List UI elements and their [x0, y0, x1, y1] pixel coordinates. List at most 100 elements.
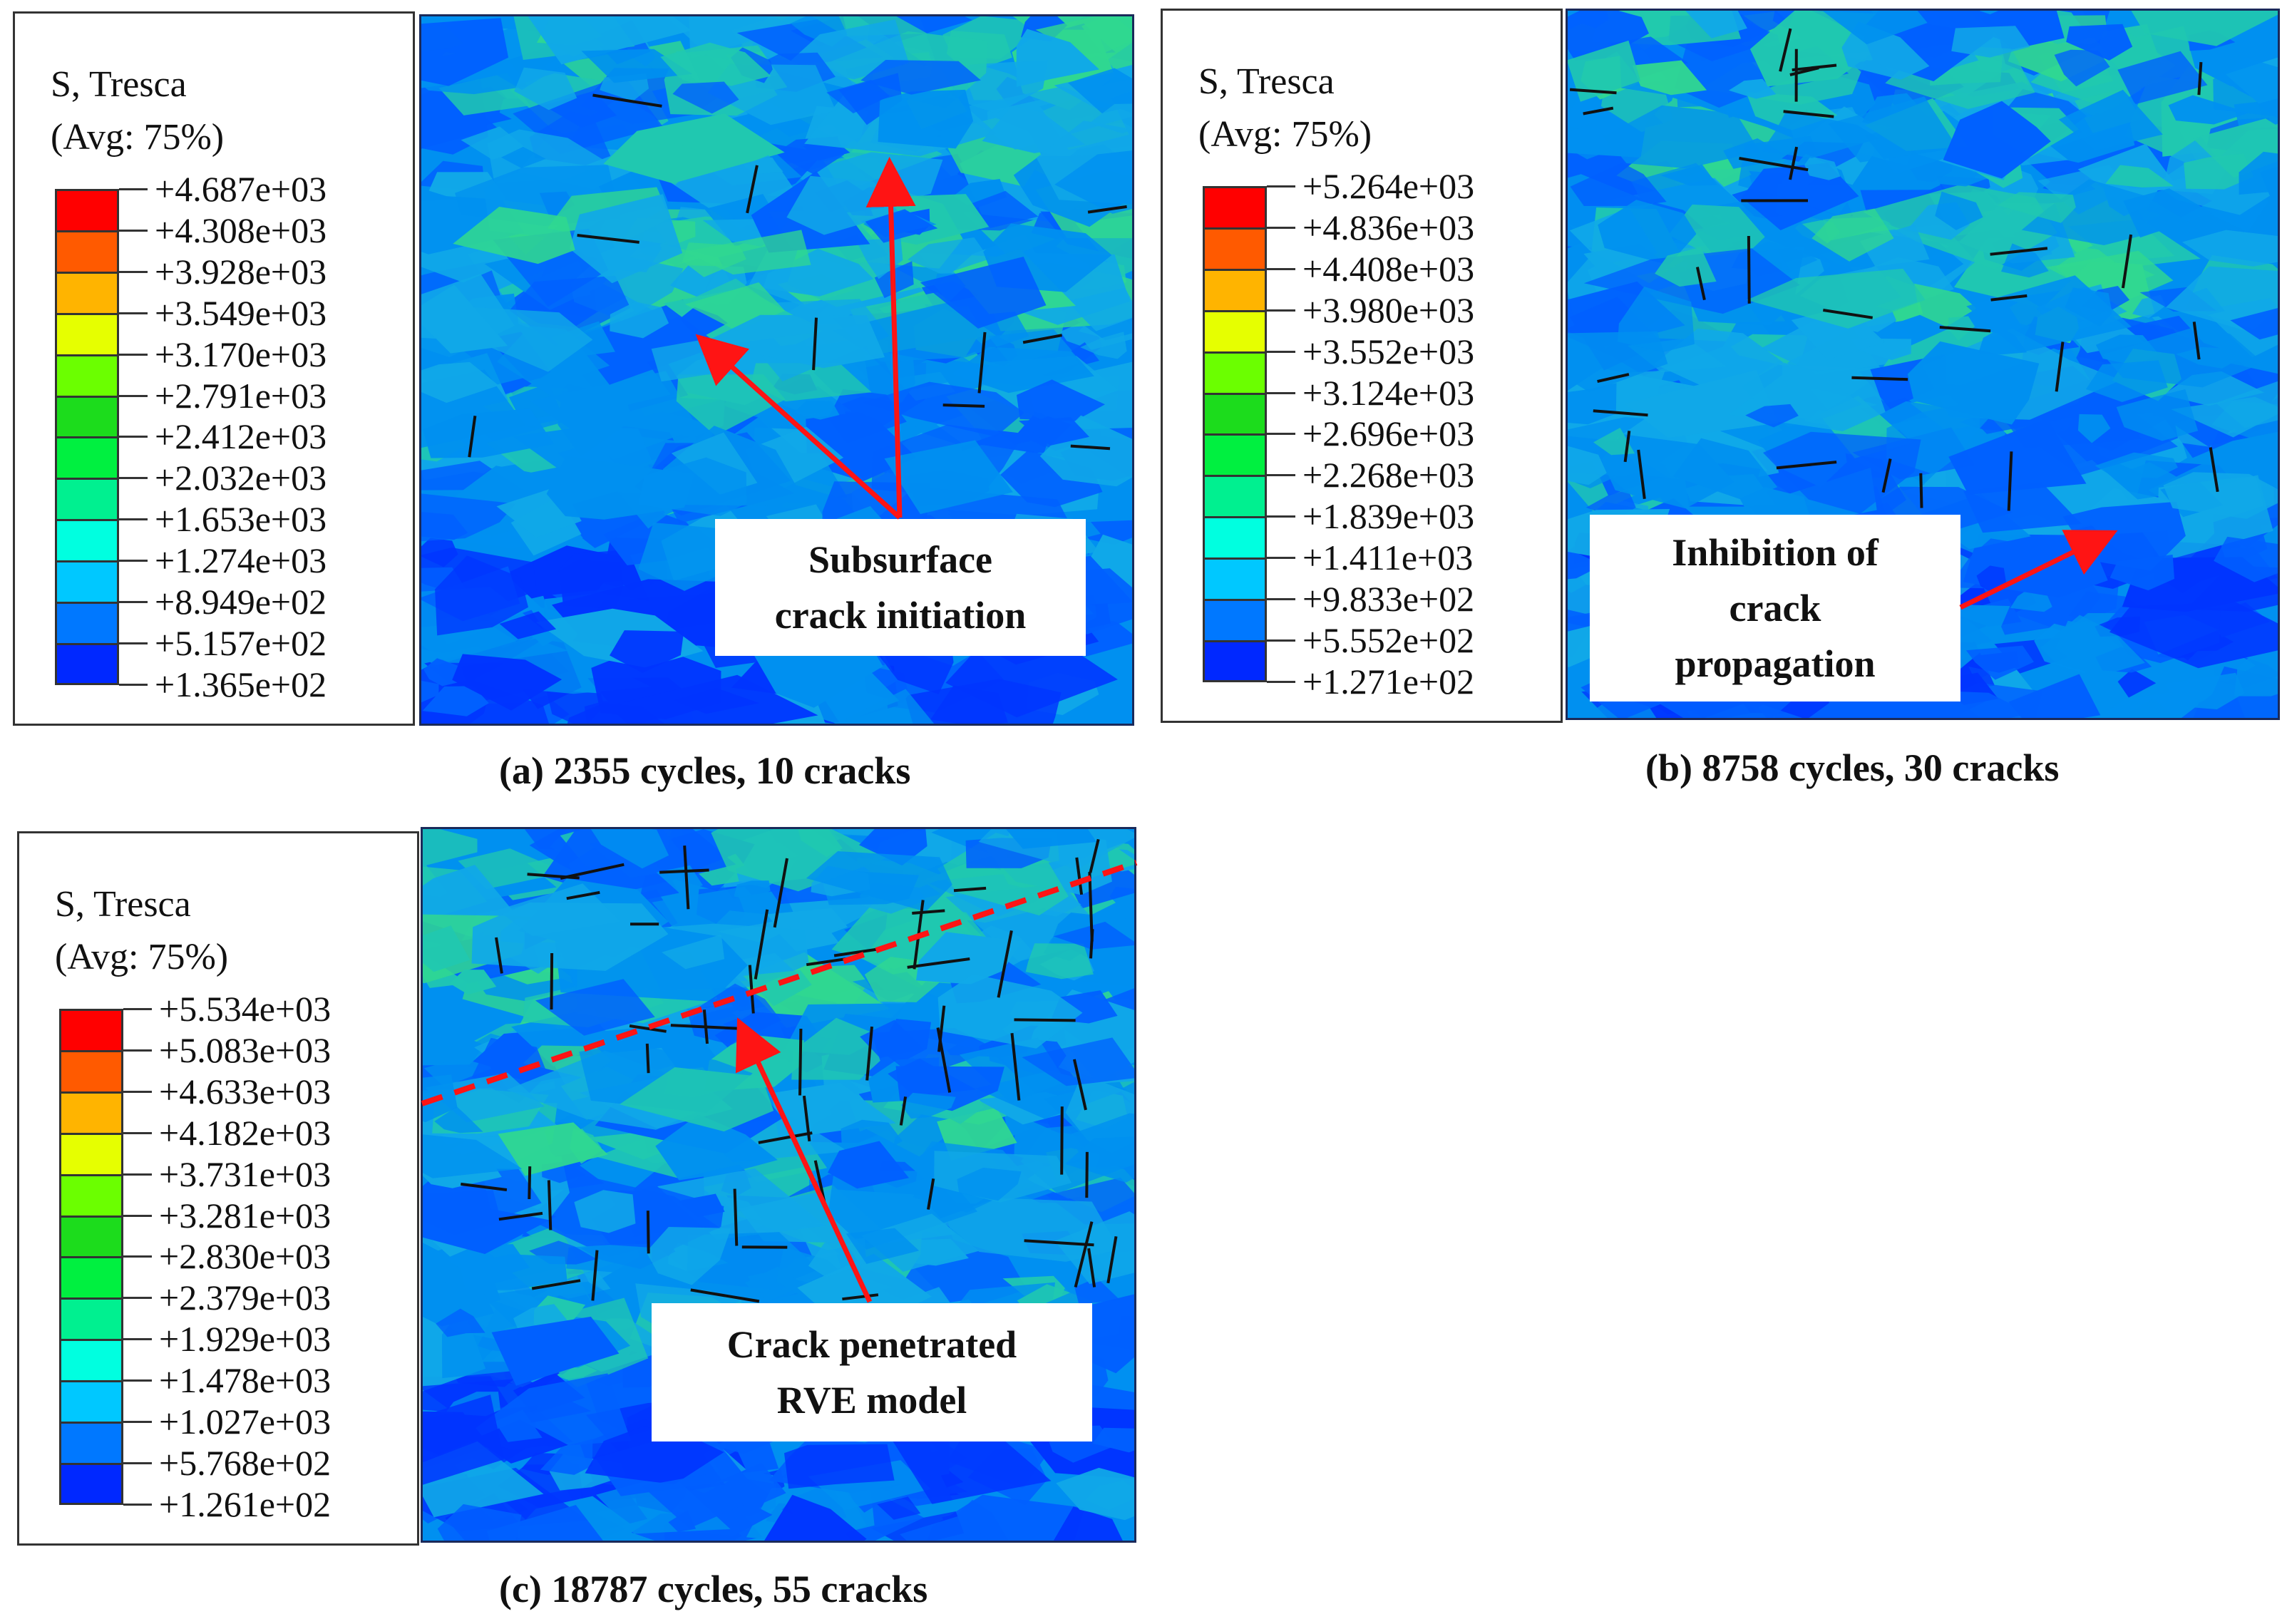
legend-swatch: [55, 436, 119, 479]
legend-subtitle: (Avg: 75%): [55, 937, 229, 977]
legend-title: S, Tresca: [51, 64, 187, 105]
stress-grain: [1935, 191, 1983, 230]
crack-segment: [683, 845, 690, 910]
crack-segment: [690, 1288, 760, 1303]
crack-segment: [1822, 309, 1874, 319]
crack-segment: [702, 1009, 709, 1044]
stress-grain: [711, 829, 889, 892]
legend-swatch: [1203, 186, 1267, 228]
stress-grain: [901, 1092, 956, 1119]
stress-grain: [826, 79, 890, 113]
crack-segment: [2055, 341, 2065, 392]
legend-tick: [119, 312, 148, 314]
stress-grain: [2213, 58, 2278, 117]
legend-tick: [123, 1461, 152, 1464]
crack-segment: [1739, 157, 1809, 172]
stress-grain: [567, 703, 664, 724]
legend-tick: [123, 1173, 152, 1176]
legend-swatch: [55, 602, 119, 644]
stress-grain: [501, 146, 546, 168]
stress-grain: [423, 1190, 502, 1235]
stress-grain: [499, 611, 557, 639]
stress-grain: [945, 640, 1118, 718]
legend-swatch: [59, 1256, 123, 1299]
stress-grain: [1568, 383, 1617, 425]
stress-grain: [1729, 78, 1777, 99]
legend-tick: [1267, 309, 1295, 312]
stress-grain: [1791, 306, 1885, 360]
stress-grain: [2117, 51, 2208, 105]
legend-swatch: [55, 560, 119, 602]
crack-segment: [1089, 838, 1100, 873]
legend-value-label: +2.268e+03: [1302, 455, 1475, 495]
stress-grain: [1828, 96, 1958, 163]
legend-tick: [119, 188, 148, 190]
stress-grain: [655, 1114, 778, 1181]
stress-grain: [1745, 404, 1799, 428]
stress-grain: [1006, 829, 1097, 849]
stress-grain: [1568, 548, 1597, 580]
legend-value-label: +3.549e+03: [155, 292, 327, 333]
legend-swatch: [1203, 516, 1267, 559]
stress-grain: [466, 307, 593, 372]
stress-grain: [865, 209, 938, 243]
stress-grain: [957, 1167, 1022, 1201]
crack-segment: [927, 1178, 935, 1210]
crack-segment: [1569, 88, 1617, 95]
stress-grain: [619, 1067, 774, 1132]
crack-segment: [1990, 294, 2028, 302]
crack-segment: [547, 1180, 553, 1230]
crack-segment: [659, 868, 709, 874]
stress-grain: [652, 886, 773, 938]
stress-grain: [682, 242, 746, 277]
stress-grain: [1054, 1211, 1134, 1285]
caption-b: (b) 8758 cycles, 30 cracks: [1645, 746, 2060, 789]
stress-grain: [1965, 645, 2034, 680]
callout-crack-penetrated-rve-model: Crack penetrated RVE model: [652, 1303, 1092, 1441]
crack-segment: [1695, 267, 1706, 301]
stress-grain: [1966, 275, 2132, 353]
stress-grain: [860, 60, 981, 95]
stress-grain: [1568, 122, 1613, 160]
stress-grain: [1804, 156, 1841, 180]
stress-grain: [435, 555, 528, 636]
legend-value-label: +1.411e+03: [1302, 538, 1474, 578]
stress-grain: [878, 89, 974, 149]
stress-grain: [491, 1316, 620, 1386]
stress-grain: [863, 381, 1024, 437]
legend-tick: [1267, 185, 1295, 187]
legend-tick: [123, 1214, 152, 1217]
legend-swatch: [55, 230, 119, 272]
crack-segment: [1010, 1032, 1021, 1101]
legend-tick: [1267, 226, 1295, 229]
stress-grain: [610, 630, 684, 673]
legend-tick: [119, 477, 148, 480]
crack-segment: [1776, 461, 1837, 470]
stress-grain: [540, 1439, 593, 1475]
legend-value-label: +3.552e+03: [1302, 331, 1475, 371]
legend-value-label: +5.264e+03: [1302, 166, 1475, 206]
crack-segment: [577, 234, 639, 244]
legend-swatch: [59, 1422, 123, 1464]
legend-value-label: +2.830e+03: [159, 1236, 332, 1277]
crack-segment: [977, 332, 987, 394]
crack-segment: [1851, 376, 1908, 381]
crack-segment: [1783, 110, 1834, 118]
legend-swatch: [59, 1380, 123, 1422]
crack-segment: [1939, 326, 1991, 333]
legend-title: S, Tresca: [1198, 61, 1335, 102]
stress-grain: [703, 314, 885, 369]
stress-grain: [660, 42, 771, 86]
stress-grain: [1811, 208, 1894, 262]
stress-grain: [1568, 40, 1641, 102]
legend-swatch: [55, 354, 119, 396]
stress-grain: [1570, 163, 1667, 206]
legend-value-label: +3.170e+03: [155, 334, 327, 374]
stress-grain: [793, 401, 840, 420]
stress-grain: [434, 1106, 483, 1134]
stress-grain: [1822, 11, 1928, 45]
stress-grain: [891, 1431, 1052, 1504]
stress-grain: [2066, 24, 2133, 61]
penetrating-crack-path: [421, 860, 1138, 1106]
legend-subtitle: (Avg: 75%): [1198, 114, 1372, 155]
